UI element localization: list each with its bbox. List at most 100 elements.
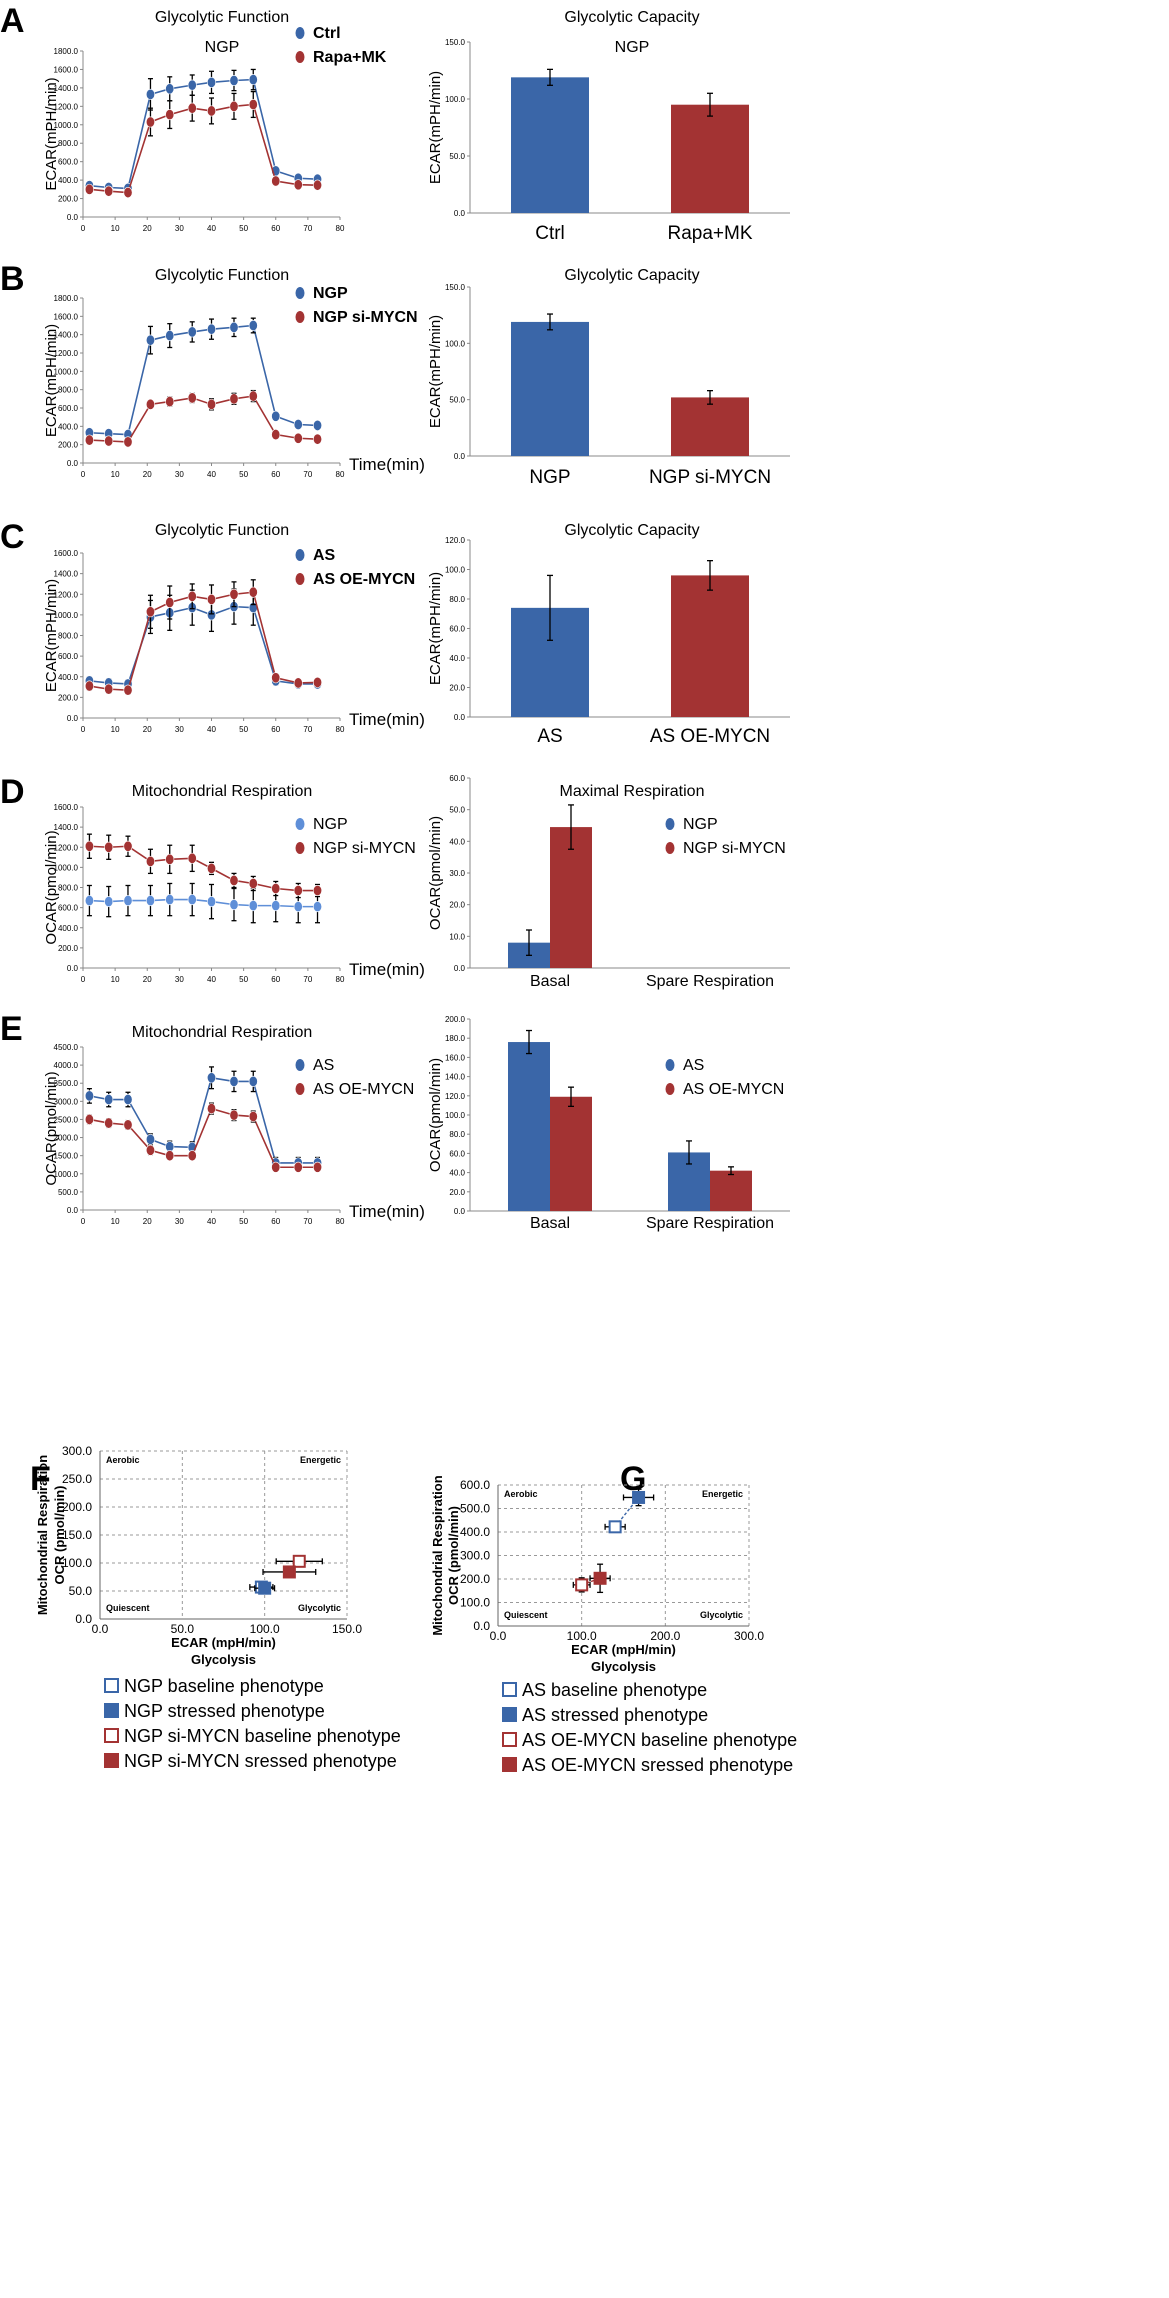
data-point [293,1161,303,1173]
y-tick-label: 1600.0 [54,549,79,558]
bar [511,321,589,456]
legend-label: NGP [683,816,718,833]
x-tick-label: 20 [143,975,152,984]
y-tick-label: 200.0 [460,1572,490,1586]
legend-label: NGP si-MYCN [683,840,786,857]
y-tick-label: 80.0 [449,1130,465,1139]
bar [671,104,749,213]
data-point [229,588,239,600]
data-point [271,1161,281,1173]
y-tick-label: 4000.0 [54,1061,79,1070]
chart-title: Glycolytic Capacity [564,522,699,539]
data-point [207,76,217,88]
y-tick-label: 50.0 [449,152,465,161]
data-point [104,1117,114,1129]
category-label: Basal [530,1215,570,1232]
legend-label: AS OE-MYCN [313,571,415,588]
x-tick-label: 150.0 [332,1622,362,1636]
panel-label-D: D [0,773,25,811]
y-tick-label: 120.0 [445,536,466,545]
legend-marker [295,287,305,299]
x-tick-label: 60 [271,470,280,479]
data-point [123,895,133,907]
data-point [248,98,258,110]
x-tick-label: 70 [303,1217,312,1226]
x-axis-label: Time(min) [349,1202,425,1221]
data-point [84,1113,94,1125]
x-tick-label: 10 [111,470,120,479]
y-tick-label: 800.0 [58,139,79,148]
data-point [293,179,303,191]
legend-marker [665,1059,675,1071]
data-point [248,390,258,402]
x-tick-label: 10 [111,1217,120,1226]
y-tick-label: 60.0 [449,625,465,634]
data-point [282,1565,296,1579]
y-tick-label: 800.0 [58,884,79,893]
data-point [593,1571,607,1585]
data-point [84,1090,94,1102]
chart-A-bar: Glycolytic Capacity NGP 0.0 50.0 100.0 150.0 E… [427,9,790,244]
legend-marker [502,1682,517,1697]
y-tick-label: 50.0 [449,396,465,405]
legend-marker [104,1678,119,1693]
legend-marker [295,311,305,323]
data-point [229,1109,239,1121]
y-tick-label: 0.0 [75,1612,92,1626]
series-line-1 [89,845,318,892]
data-point [187,590,197,602]
y-tick-label: 800.0 [58,632,79,641]
legend-label: NGP baseline phenotype [124,1676,324,1696]
series-line-0 [89,1076,318,1164]
y-tick-label: 20.0 [449,901,465,910]
data-point [104,683,114,695]
y-tick-label: 200.0 [58,195,79,204]
chart-C-bar: Glycolytic Capacity 0.0 20.0 40.0 60.0 80.0 10… [427,522,790,747]
data-point [84,895,94,907]
x-tick-label: 50.0 [171,1622,195,1636]
legend-marker [295,51,305,63]
x-axis-label: Time(min) [349,710,425,729]
legend-label: NGP [313,285,348,302]
y-tick-label: 1400.0 [54,570,79,579]
data-point [313,433,323,445]
data-point [313,179,323,191]
y-tick-label: 60.0 [449,774,465,783]
bar [710,1170,752,1211]
x-tick-label: 30 [175,224,184,233]
y-tick-label: 120.0 [445,1092,466,1101]
data-point [207,1103,217,1115]
y-tick-label: 140.0 [445,1073,466,1082]
x-tick-label: 100.0 [567,1629,597,1643]
data-point [145,334,155,346]
data-point [207,105,217,117]
data-point [104,1094,114,1106]
y-tick-label: 2000.0 [54,1134,79,1143]
data-point [123,187,133,199]
data-point [123,436,133,448]
x-axis-label: Time(min) [349,960,425,979]
x-tick-label: 30 [175,725,184,734]
y-tick-label: 200.0 [62,1500,92,1514]
category-label: Ctrl [535,223,565,244]
y-axis-label: ECAR(mPH/min) [427,315,444,428]
legend-marker [502,1732,517,1747]
y-tick-label: 0.0 [67,714,79,723]
y-tick-label: 1600.0 [54,803,79,812]
legend-label: AS stressed phenotype [522,1705,708,1725]
x-tick-label: 20 [143,1217,152,1226]
y-tick-label: 0.0 [454,452,466,461]
legend-marker [502,1757,517,1772]
y-axis-label: ECAR(mPH/min) [43,579,60,692]
y-tick-label: 1800.0 [54,294,79,303]
y-tick-label: 1000.0 [54,611,79,620]
y-tick-label: 1400.0 [54,823,79,832]
y-tick-label: 40.0 [449,837,465,846]
y-tick-label: 0.0 [67,459,79,468]
x-tick-label: 80 [336,1217,345,1226]
y-tick-label: 40.0 [449,654,465,663]
legend-marker [295,27,305,39]
category-label: Spare Respiration [646,1215,774,1232]
legend-marker [502,1707,517,1722]
y-tick-label: 1200.0 [54,590,79,599]
